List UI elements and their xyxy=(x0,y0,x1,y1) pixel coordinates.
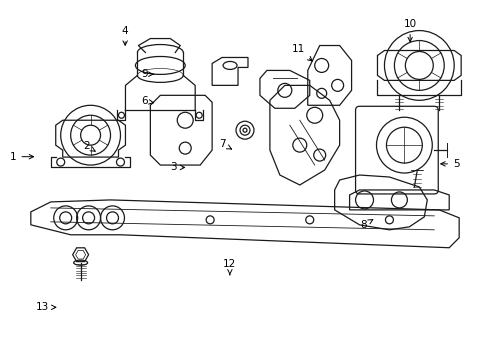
Text: 7: 7 xyxy=(219,139,231,149)
Text: 6: 6 xyxy=(141,96,153,106)
Text: 10: 10 xyxy=(403,19,416,42)
Text: 13: 13 xyxy=(36,302,56,312)
Text: 3: 3 xyxy=(170,162,184,172)
Text: 9: 9 xyxy=(141,69,153,79)
Text: 5: 5 xyxy=(440,159,459,169)
Text: 11: 11 xyxy=(291,44,311,61)
Text: 2: 2 xyxy=(82,141,95,151)
Text: 1: 1 xyxy=(10,152,34,162)
Text: 4: 4 xyxy=(122,26,128,45)
Text: 12: 12 xyxy=(223,259,236,275)
Text: 8: 8 xyxy=(360,220,372,230)
